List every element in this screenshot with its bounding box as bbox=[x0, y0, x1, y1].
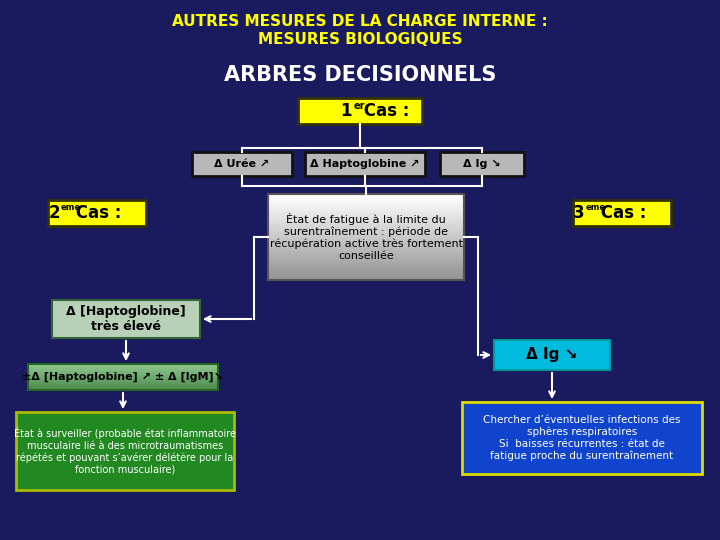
Bar bbox=[268, 252, 464, 254]
Bar bbox=[28, 381, 218, 382]
Bar bbox=[268, 267, 464, 269]
Bar bbox=[28, 376, 218, 377]
Bar bbox=[28, 370, 218, 371]
Text: ARBRES DECISIONNELS: ARBRES DECISIONNELS bbox=[224, 65, 496, 85]
Bar bbox=[28, 387, 218, 388]
Bar bbox=[268, 276, 464, 278]
Bar bbox=[268, 222, 464, 224]
Bar bbox=[268, 196, 464, 198]
Bar bbox=[268, 265, 464, 267]
Bar bbox=[268, 246, 464, 248]
Text: eme: eme bbox=[586, 204, 606, 213]
Bar bbox=[462, 402, 702, 474]
Bar bbox=[268, 194, 464, 196]
Text: Chercher d’éventuelles infections des
sphères respiratoires
Si  baisses récurren: Chercher d’éventuelles infections des sp… bbox=[483, 415, 680, 461]
Bar bbox=[268, 220, 464, 222]
Bar bbox=[28, 385, 218, 386]
Bar bbox=[268, 263, 464, 265]
Text: Δ Ig ↘: Δ Ig ↘ bbox=[526, 348, 577, 362]
Text: eme: eme bbox=[61, 204, 81, 213]
Bar bbox=[28, 374, 218, 375]
Bar bbox=[28, 365, 218, 366]
Bar bbox=[268, 198, 464, 200]
Bar bbox=[28, 382, 218, 383]
Text: Cas :: Cas : bbox=[70, 204, 122, 222]
Bar bbox=[298, 98, 422, 124]
Bar bbox=[268, 231, 464, 233]
Bar bbox=[268, 205, 464, 207]
Bar bbox=[268, 224, 464, 226]
Bar bbox=[268, 261, 464, 263]
Text: er: er bbox=[354, 101, 366, 111]
Text: Δ Haptoglobine ↗: Δ Haptoglobine ↗ bbox=[310, 159, 420, 169]
Bar bbox=[192, 152, 292, 176]
Bar bbox=[28, 375, 218, 376]
Bar bbox=[573, 200, 671, 226]
Bar bbox=[268, 228, 464, 231]
Bar bbox=[28, 369, 218, 370]
Bar bbox=[268, 211, 464, 213]
Bar bbox=[28, 388, 218, 389]
Bar bbox=[268, 194, 464, 280]
Bar bbox=[28, 366, 218, 367]
Bar bbox=[268, 235, 464, 237]
Bar bbox=[268, 272, 464, 274]
Bar bbox=[28, 364, 218, 390]
Bar bbox=[268, 274, 464, 276]
Bar bbox=[28, 379, 218, 380]
Text: Δ [Haptoglobine]
très élevé: Δ [Haptoglobine] très élevé bbox=[66, 305, 186, 333]
Bar bbox=[28, 367, 218, 368]
Bar bbox=[28, 373, 218, 374]
Bar bbox=[28, 389, 218, 390]
Bar bbox=[494, 340, 610, 370]
Bar bbox=[268, 215, 464, 218]
Text: ±Δ [Haptoglobine] ↗ ± Δ [IgM]↘: ±Δ [Haptoglobine] ↗ ± Δ [IgM]↘ bbox=[22, 372, 223, 382]
Bar bbox=[16, 412, 234, 490]
Bar bbox=[28, 372, 218, 373]
Text: Cas :: Cas : bbox=[595, 204, 647, 222]
Bar bbox=[52, 300, 200, 338]
Text: Δ Urée ↗: Δ Urée ↗ bbox=[215, 159, 269, 169]
Text: 3: 3 bbox=[573, 204, 585, 222]
Bar bbox=[28, 364, 218, 365]
Text: État à surveiller (probable état inflammatoire
musculaire lié à des microtraumat: État à surveiller (probable état inflamm… bbox=[14, 427, 236, 475]
Bar bbox=[28, 383, 218, 384]
Bar bbox=[28, 384, 218, 385]
Bar bbox=[28, 380, 218, 381]
Text: 1: 1 bbox=[341, 102, 352, 120]
Bar bbox=[268, 239, 464, 241]
Bar bbox=[268, 269, 464, 272]
Bar bbox=[440, 152, 524, 176]
Bar bbox=[268, 248, 464, 250]
Bar bbox=[268, 209, 464, 211]
Bar bbox=[268, 256, 464, 259]
Text: État de fatigue à la limite du
surentraînement : période de
récupération active : État de fatigue à la limite du surentraî… bbox=[269, 213, 462, 261]
Bar bbox=[28, 386, 218, 387]
Bar bbox=[268, 233, 464, 235]
Bar bbox=[268, 241, 464, 244]
Bar bbox=[48, 200, 146, 226]
Bar bbox=[268, 202, 464, 205]
Bar bbox=[268, 254, 464, 256]
Bar bbox=[268, 213, 464, 215]
Text: Δ Ig ↘: Δ Ig ↘ bbox=[463, 159, 501, 169]
Bar bbox=[268, 250, 464, 252]
Bar bbox=[268, 259, 464, 261]
Bar bbox=[28, 371, 218, 372]
Bar bbox=[28, 368, 218, 369]
Bar bbox=[28, 377, 218, 379]
Bar bbox=[268, 207, 464, 209]
Bar bbox=[268, 278, 464, 280]
Bar bbox=[305, 152, 425, 176]
Bar bbox=[268, 200, 464, 202]
Text: Cas :: Cas : bbox=[358, 102, 410, 120]
Bar bbox=[268, 218, 464, 220]
Text: MESURES BIOLOGIQUES: MESURES BIOLOGIQUES bbox=[258, 32, 462, 47]
Bar bbox=[268, 226, 464, 228]
Bar bbox=[28, 364, 218, 365]
Bar bbox=[268, 237, 464, 239]
Bar bbox=[268, 244, 464, 246]
Text: 2: 2 bbox=[48, 204, 60, 222]
Text: AUTRES MESURES DE LA CHARGE INTERNE :: AUTRES MESURES DE LA CHARGE INTERNE : bbox=[172, 14, 548, 29]
